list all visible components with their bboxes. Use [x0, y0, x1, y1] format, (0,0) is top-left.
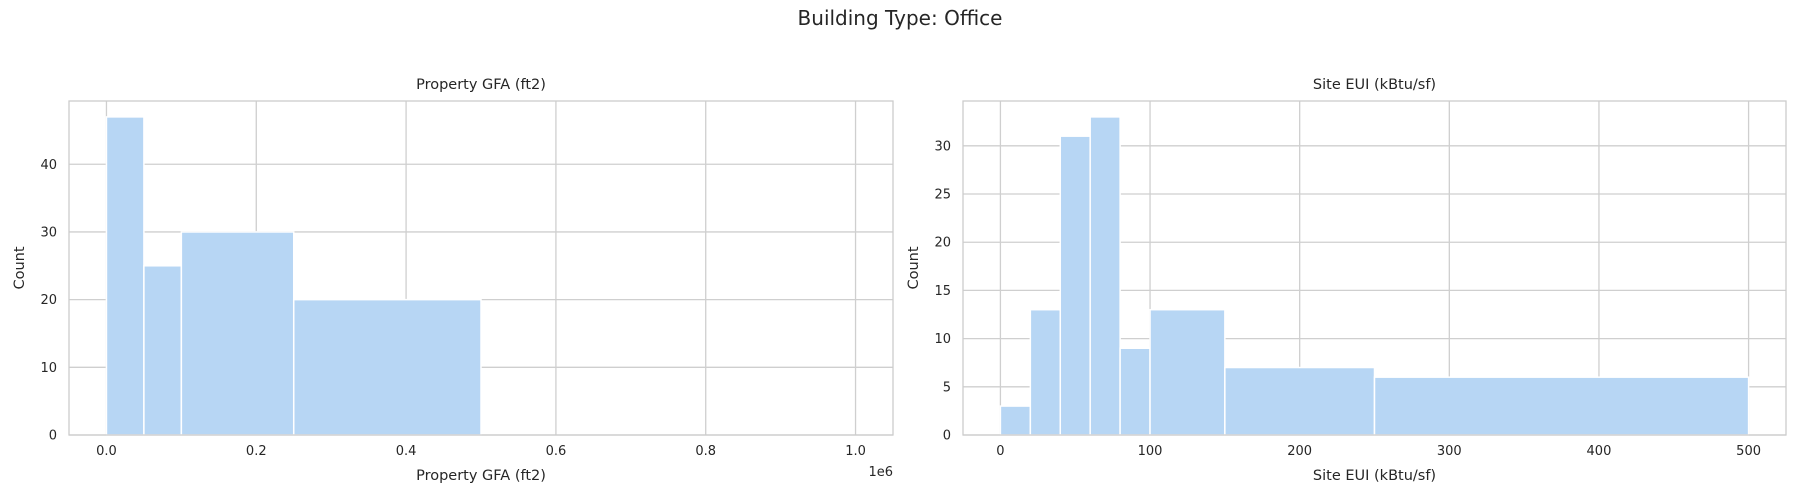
x-tick-label: 100: [1138, 444, 1163, 459]
y-tick-label: 30: [40, 225, 57, 240]
histogram-bar: [1373, 376, 1750, 436]
y-axis-label: Count: [906, 246, 922, 289]
histogram-bar: [180, 231, 295, 436]
subplot-title: Site EUI (kBtu/sf): [1313, 77, 1436, 93]
x-tick-label: 1.0: [845, 444, 866, 459]
x-axis-label: Property GFA (ft2): [416, 468, 546, 484]
y-tick-label: 0: [943, 429, 951, 444]
figure-title: Building Type: Office: [797, 6, 1003, 30]
subplot-title: Property GFA (ft2): [416, 77, 546, 93]
histogram-bar: [1029, 308, 1062, 436]
y-tick-label: 20: [40, 293, 57, 308]
y-tick-label: 10: [934, 332, 951, 347]
x-tick-label: 0.0: [96, 444, 117, 459]
y-tick-label: 20: [934, 236, 951, 251]
y-axis-label: Count: [12, 246, 28, 289]
y-tick-label: 25: [934, 188, 951, 203]
histogram-bar: [1149, 308, 1226, 436]
x-tick-label: 300: [1437, 444, 1462, 459]
histogram-property-gfa: 0.0 0.2 0.4 0.6 0.8 1.0 0 10 20 30 40 Property GFA …: [12, 77, 894, 484]
histogram-bar: [1119, 347, 1151, 436]
plot-frame: [68, 100, 894, 436]
x-tick-label: 500: [1736, 444, 1761, 459]
x-axis-label: Site EUI (kBtu/sf): [1313, 468, 1436, 484]
y-tick-label: 10: [40, 361, 57, 376]
histogram-bar: [1059, 135, 1091, 436]
y-tick-label: 15: [934, 284, 951, 299]
histogram-bar: [1089, 116, 1121, 436]
histogram-bar: [999, 405, 1032, 436]
y-tick-label: 0: [49, 429, 57, 444]
x-tick-label: 200: [1287, 444, 1312, 459]
x-tick-label: 0: [996, 444, 1004, 459]
x-tick-label: 400: [1587, 444, 1612, 459]
x-tick-label: 0.2: [246, 444, 267, 459]
plot-frame: [962, 100, 1787, 436]
y-tick-label: 40: [40, 158, 57, 173]
histogram-site-eui: 0 100 200 300 400 500 0 5 10 15 20 25 30 Site EUI (kB…: [906, 77, 1787, 484]
histogram-bar: [105, 116, 145, 436]
x-tick-label: 0.8: [695, 444, 716, 459]
histogram-bar: [292, 298, 482, 436]
y-tick-label: 30: [934, 139, 951, 154]
histogram-bar: [1224, 366, 1376, 436]
x-tick-label: 0.6: [546, 444, 567, 459]
x-axis-offset-label: 1e6: [868, 465, 893, 480]
histogram-bar: [143, 265, 183, 436]
y-tick-label: 5: [943, 380, 951, 395]
x-tick-label: 0.4: [396, 444, 417, 459]
